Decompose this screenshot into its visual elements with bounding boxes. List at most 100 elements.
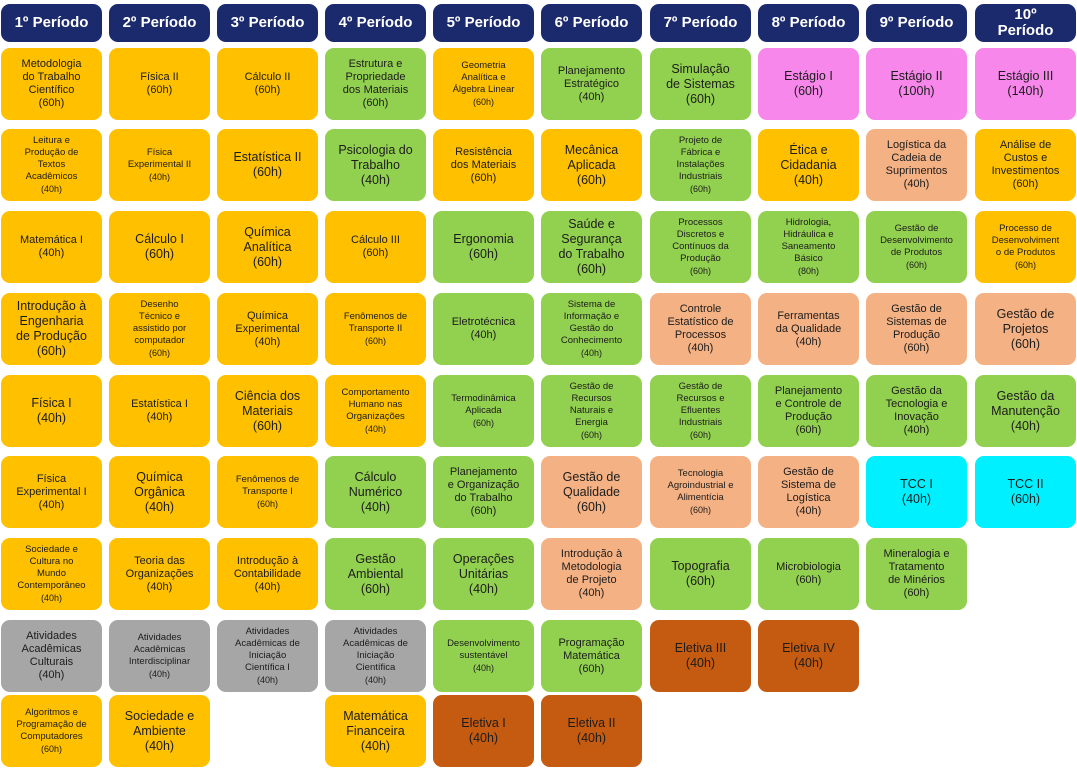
course-hours: (40h) <box>36 411 67 425</box>
course-hours: (60h) <box>468 247 499 261</box>
period-header-7: 7º Período <box>650 4 751 42</box>
course-hours: (60h) <box>905 260 927 270</box>
course-name: Fenômenos de Transporte I <box>235 474 300 497</box>
course-hours: (60h) <box>903 342 930 354</box>
course-name: Algoritmos e Programação de Computadores <box>16 707 87 742</box>
course-name: Cálculo III <box>351 234 400 246</box>
course-card: Mecânica Aplicada (60h) <box>541 129 642 201</box>
course-card: Desenvolvimento sustentável (40h) <box>433 620 534 692</box>
course-hours: (40h) <box>40 593 62 603</box>
course-hours: (60h) <box>40 744 62 754</box>
course-card: Fenômenos de Transporte I (60h) <box>217 456 318 528</box>
course-card: Eletiva II (40h) <box>541 695 642 767</box>
course-card: Sociedade e Ambiente (40h) <box>109 695 210 767</box>
course-card: Processo de Desenvolviment o de Produtos… <box>975 211 1076 283</box>
course-hours: (40h) <box>146 411 173 423</box>
course-card: Gestão de Qualidade (60h) <box>541 456 642 528</box>
course-card: Eletiva IV (40h) <box>758 620 859 692</box>
course-card: Atividades Acadêmicas de Iniciação Cient… <box>217 620 318 692</box>
course-card: Algoritmos e Programação de Computadores… <box>1 695 102 767</box>
course-name: Estatística I <box>131 398 188 410</box>
course-card: Eletiva III (40h) <box>650 620 751 692</box>
course-name: Desenvolvimento sustentável <box>447 638 520 661</box>
course-name: Eletiva I <box>461 716 506 730</box>
course-hours: (60h) <box>364 336 386 346</box>
course-hours: (40h) <box>578 587 605 599</box>
course-name: Gestão da Manutenção <box>991 388 1060 418</box>
course-name: Atividades Acadêmicas de Iniciação Cient… <box>235 626 300 673</box>
course-hours: (60h) <box>903 587 930 599</box>
course-hours: (40h) <box>364 675 386 685</box>
course-name: Estágio II <box>890 69 943 83</box>
course-name: Eletiva II <box>567 716 616 730</box>
course-hours: (60h) <box>470 505 497 517</box>
course-hours: (60h) <box>146 84 173 96</box>
course-hours: (40h) <box>903 424 930 436</box>
course-name: Gestão da Tecnologia e Inovação <box>885 385 948 423</box>
course-name: Eletrotécnica <box>451 316 516 328</box>
course-card: Introdução à Metodologia de Projeto (40h) <box>541 538 642 610</box>
course-name: Microbiologia <box>776 561 841 573</box>
course-card: Planejamento e Organização do Trabalho (6… <box>433 456 534 528</box>
course-card: Gestão de Sistemas de Produção (60h) <box>866 293 967 365</box>
course-card: Topografia (60h) <box>650 538 751 610</box>
course-name: Estatística II <box>233 150 302 164</box>
course-card: Matemática Financeira (40h) <box>325 695 426 767</box>
course-hours: (40h) <box>254 335 281 348</box>
course-name: Topografia <box>671 559 730 573</box>
course-card: Estrutura e Propriedade dos Materiais (60… <box>325 48 426 120</box>
course-card: Teoria das Organizações (40h) <box>109 538 210 610</box>
course-hours: (40h) <box>795 505 822 517</box>
period-header-2: 2º Período <box>109 4 210 42</box>
course-hours: (40h) <box>793 656 824 670</box>
course-hours: (40h) <box>472 663 494 673</box>
course-hours: (60h) <box>576 262 607 276</box>
period-header-6: 6º Período <box>541 4 642 42</box>
course-card: Estágio I (60h) <box>758 48 859 120</box>
course-hours: (40h) <box>38 498 65 511</box>
course-name: Gestão de Qualidade <box>562 469 621 499</box>
course-card: Estágio III (140h) <box>975 48 1076 120</box>
course-hours: (40h) <box>903 178 930 190</box>
course-card: Eletrotécnica (40h) <box>433 293 534 365</box>
course-name: Gestão de Recursos Naturais e Energia <box>569 381 614 428</box>
course-hours: (60h) <box>1012 178 1039 190</box>
course-name: Mineralogia e Tratamento de Minérios <box>883 548 950 586</box>
course-hours: (80h) <box>797 266 819 276</box>
course-hours: (40h) <box>687 342 714 354</box>
course-name: Estágio I <box>784 69 833 83</box>
course-name: Atividades Acadêmicas de Iniciação Cient… <box>343 626 408 673</box>
course-name: Tecnologia Agroindustrial e Alimentícia <box>667 468 734 503</box>
course-name: Logística da Cadeia de Suprimentos <box>885 139 948 177</box>
course-card: Química Orgânica (40h) <box>109 456 210 528</box>
course-hours: (40h) <box>576 731 607 745</box>
course-hours: (40h) <box>144 499 175 514</box>
course-hours: (40h) <box>254 580 281 593</box>
period-header-8: 8º Período <box>758 4 859 42</box>
course-card: TCC II (60h) <box>975 456 1076 528</box>
course-card: Comportamento Humano nas Organizações (40… <box>325 375 426 447</box>
course-name: Teoria das Organizações <box>125 554 194 580</box>
course-name: Fenômenos de Transporte II <box>343 311 408 334</box>
course-card: Hidrologia, Hidráulica e Saneamento Bási… <box>758 211 859 283</box>
course-name: Química Analítica <box>243 224 292 254</box>
course-hours: (60h) <box>578 662 605 675</box>
course-card: Ética e Cidadania (40h) <box>758 129 859 201</box>
course-hours: (60h) <box>685 574 716 588</box>
course-name: Planejamento e Organização do Trabalho <box>447 466 520 504</box>
course-card: Gestão de Projetos (60h) <box>975 293 1076 365</box>
course-hours: (40h) <box>144 738 175 753</box>
course-card: Metodologia do Trabalho Científico (60h) <box>1 48 102 120</box>
course-hours: (40h) <box>256 675 278 685</box>
course-card: Planejamento Estratégico (40h) <box>541 48 642 120</box>
course-hours: (140h) <box>1007 84 1044 98</box>
course-name: Saúde e Segurança do Trabalho <box>558 217 625 261</box>
course-card: Física II (60h) <box>109 48 210 120</box>
course-card: Química Experimental (40h) <box>217 293 318 365</box>
course-hours: (60h) <box>576 172 607 187</box>
course-card: Estágio II (100h) <box>866 48 967 120</box>
course-card: TCC I (40h) <box>866 456 967 528</box>
course-card: Cálculo I (60h) <box>109 211 210 283</box>
course-card: Atividades Acadêmicas de Iniciação Cient… <box>325 620 426 692</box>
period-header-5: 5º Período <box>433 4 534 42</box>
